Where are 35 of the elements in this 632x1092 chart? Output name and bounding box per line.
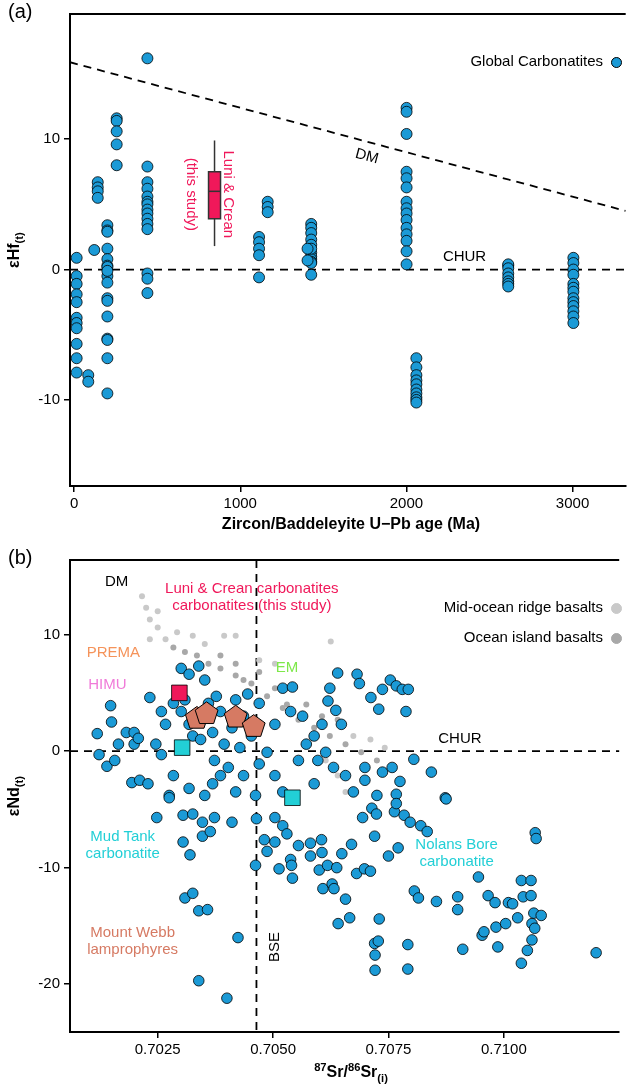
x-tick-label: 0.7100 (480, 1040, 527, 1058)
y-tick-label: 0 (51, 741, 60, 759)
y-tick-label: 10 (43, 129, 60, 147)
x-tick-label: 1000 (223, 494, 257, 512)
annotation: HIMU (88, 675, 127, 693)
x-tick-label: 0 (69, 494, 79, 512)
ref-line-label: CHUR (438, 728, 482, 746)
y-tick-label: -10 (38, 857, 60, 875)
x-axis-title: Zircon/Baddeleyite U−Pb age (Ma) (220, 515, 482, 533)
y-tick-label: -20 (38, 974, 60, 992)
chart-title: (b) (8, 546, 33, 569)
y-tick-label: 10 (43, 624, 60, 642)
annotation: DM (105, 572, 129, 590)
x-tick-label: 0.7050 (250, 1040, 297, 1058)
legend-label: Mid-ocean ridge basalts (443, 598, 603, 615)
x-axis-title: $^{87}$Sr/$^{86}$Sr$_{(i)}$ (313, 1061, 389, 1084)
annotation: Nolans Bore carbonatite (415, 835, 498, 870)
annotation: DM (353, 144, 381, 167)
text: Luni & Crean (this study) (184, 150, 239, 239)
annotation: Mud Tank carbonatite (85, 827, 160, 862)
annotation: Mount Webb lamprophyres (87, 922, 179, 957)
annotation: Luni & Crean carbonatites carbonatites (this study) (165, 579, 339, 614)
legend-label: Ocean island basalts (463, 628, 603, 645)
annotation: PREMA (86, 642, 141, 660)
x-tick-label: 0.7025 (134, 1040, 181, 1058)
legend-label: Global Carbonatites (470, 52, 603, 69)
ref-line-label: BSE (264, 932, 282, 963)
ref-line-label: CHUR (442, 247, 487, 265)
y-tick-label: 0 (51, 259, 60, 277)
chart-title: (a) (8, 0, 33, 23)
x-tick-label: 2000 (389, 494, 424, 512)
annotation: EM (275, 657, 299, 675)
y-tick-label: -10 (38, 390, 60, 408)
x-tick-label: 0.7075 (365, 1040, 412, 1058)
x-tick-label: 3000 (555, 494, 590, 512)
